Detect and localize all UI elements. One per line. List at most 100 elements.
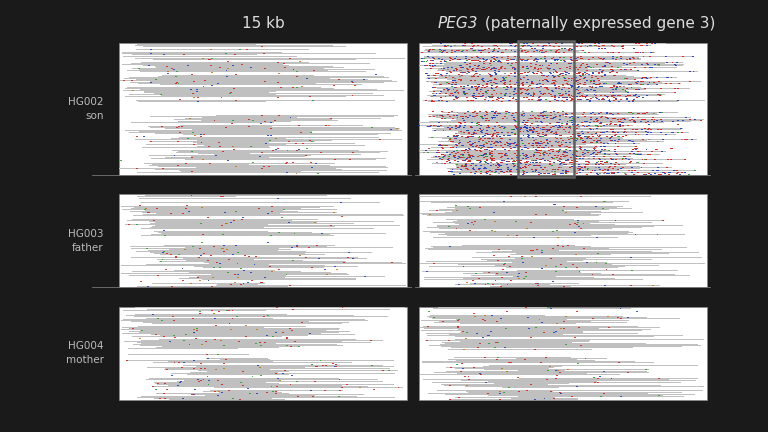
Bar [554,173,556,174]
Bar [602,170,604,171]
Bar [564,78,566,79]
Bar [549,163,551,164]
Bar [501,171,503,172]
Bar [536,134,538,135]
Bar [555,113,558,114]
Bar [532,162,535,163]
Bar [532,143,535,144]
Bar [597,378,599,379]
Bar [582,170,584,171]
Bar [440,43,442,44]
Bar [481,79,482,80]
Bar [580,56,581,57]
Bar [625,164,627,165]
Bar [564,155,566,156]
Bar [474,130,475,131]
Bar [421,61,423,62]
Bar [519,127,521,128]
Bar [565,83,568,84]
Bar [551,70,552,71]
Bar [580,60,581,61]
Bar [576,73,578,74]
Bar [492,88,495,89]
Bar [608,44,611,45]
Bar [429,49,431,50]
Bar [547,129,549,130]
Bar [603,101,605,102]
Bar [548,62,550,63]
Bar [446,98,449,99]
Bar [496,44,498,45]
Bar [477,347,478,348]
Bar [193,368,195,369]
Bar [485,99,486,100]
Bar [517,71,519,72]
Bar [612,89,614,90]
Bar [601,99,603,100]
Bar [561,43,563,44]
Bar [520,89,522,90]
Bar [503,87,505,88]
Bar [177,83,180,84]
Bar [230,329,232,330]
Bar [543,142,545,143]
Bar [510,45,511,46]
Bar [552,91,554,92]
Bar [131,80,133,81]
Bar [553,117,555,118]
Bar [442,172,444,173]
Bar [665,83,667,84]
Bar [230,222,232,223]
Bar [591,95,594,96]
Bar [577,82,578,83]
Bar [475,71,478,72]
Bar [536,87,538,88]
Bar [226,249,227,250]
Bar [510,63,511,64]
Bar [607,96,609,97]
Bar [534,70,536,71]
Bar [685,117,687,118]
Bar [508,98,510,99]
Bar [207,260,210,261]
Bar [460,157,462,158]
Bar [647,95,649,96]
Bar [448,171,449,172]
Bar [641,44,642,45]
Bar [478,137,479,138]
Bar [190,283,192,284]
Bar [441,115,443,116]
Bar [167,66,168,67]
Bar [517,141,519,142]
Bar [167,50,169,51]
Bar [621,101,623,102]
Bar [476,115,478,116]
Bar [554,52,557,53]
Bar [541,115,544,116]
Bar [581,87,583,88]
Bar [465,166,467,167]
Bar [514,46,516,47]
Bar [579,92,581,93]
Bar [517,144,518,145]
Bar [663,220,664,221]
Bar [611,96,613,97]
Bar [637,148,638,149]
Bar [197,97,199,98]
Bar [614,143,617,144]
Bar [554,141,557,142]
Bar [598,73,601,74]
Bar [454,58,455,59]
Bar [516,235,518,236]
Bar [485,120,487,121]
Bar [559,372,561,373]
Bar [505,116,506,117]
Bar [504,127,505,128]
Bar [538,80,541,81]
Bar [513,139,515,140]
Bar [462,160,464,161]
Bar [616,72,618,73]
Bar [302,143,303,144]
Bar [542,80,544,81]
Bar [440,146,442,147]
